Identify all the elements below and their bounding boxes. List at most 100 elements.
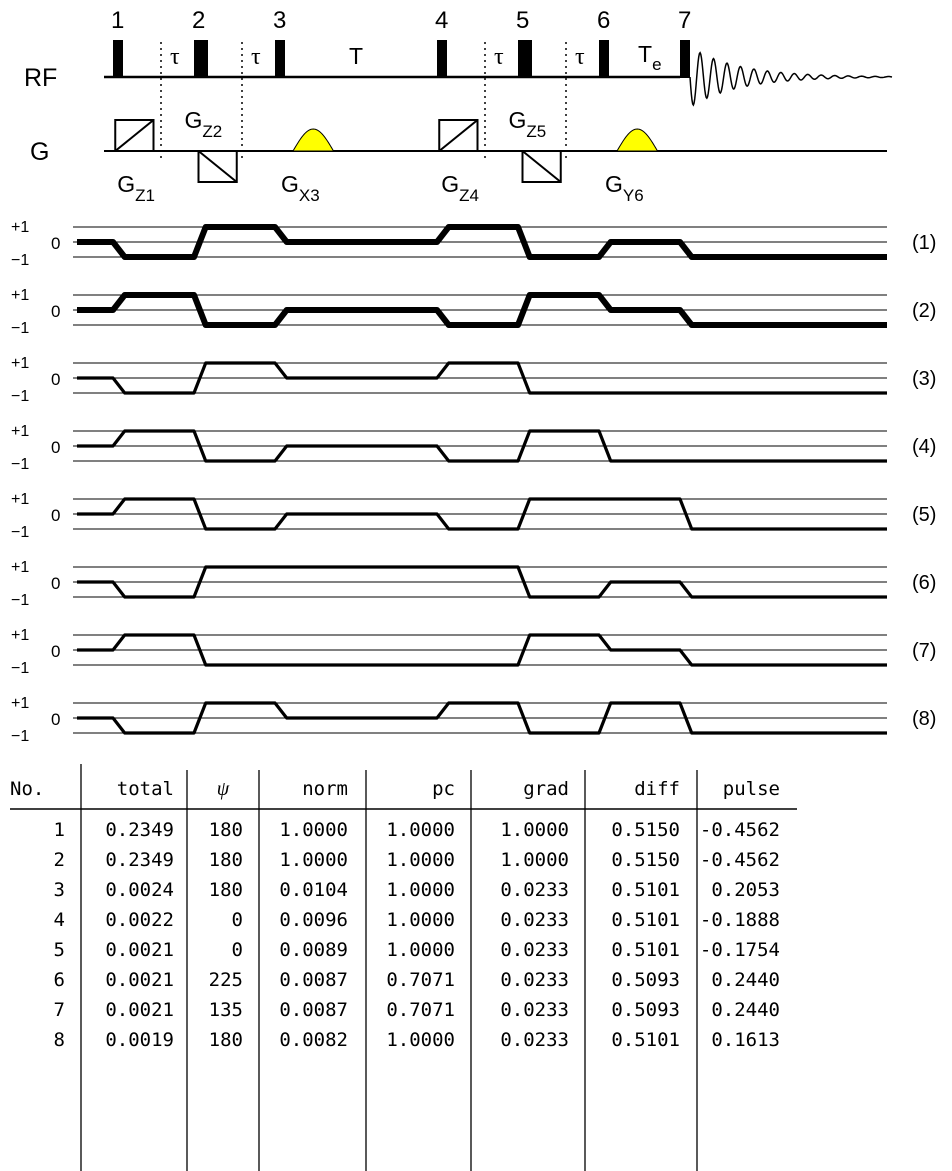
- delay-label-tau: τ: [251, 44, 261, 70]
- table-row: 5 0.0021 0 0.0089 1.0000 0.0233 0.5101 -0.1754: [54, 939, 780, 961]
- gradient-channel: G GZ1 GZ2 GX3 GZ4 GZ5 GY6: [30, 107, 887, 205]
- table-cell: -0.1888: [700, 909, 780, 931]
- table-cell: 0.2349: [105, 849, 174, 871]
- gradient-z5-ramp: [521, 150, 562, 183]
- table-row: 8 0.0019 180 0.0082 1.0000 0.0233 0.5101 0.1613: [54, 1029, 780, 1051]
- table-cell: 0.2440: [711, 999, 780, 1021]
- table-cell: 1.0000: [386, 1029, 455, 1051]
- table-row: 2 0.2349 180 1.0000 1.0000 1.0000 0.5150 -0.456…: [54, 849, 780, 871]
- pathway-label: (6): [912, 572, 936, 594]
- level-tick-plus: +1: [11, 287, 29, 304]
- rf-pulse-3: [275, 40, 285, 78]
- table-cell: 0.0233: [500, 1029, 569, 1051]
- delay-label-te: Te: [638, 41, 662, 74]
- table-cell: 180: [209, 879, 243, 901]
- table-cell: 1.0000: [386, 909, 455, 931]
- pathway-row: +1 0 −1 (6): [11, 559, 936, 609]
- table-cell: 1.0000: [500, 819, 569, 841]
- pathway-label: (8): [912, 708, 936, 730]
- gradient-z4-ramp: [438, 119, 479, 152]
- coherence-path: [77, 292, 887, 328]
- table-row: 6 0.0021 225 0.0087 0.7071 0.0233 0.5093 0.2440: [54, 969, 780, 991]
- table-cell: 8: [54, 1029, 65, 1051]
- table-cell: -0.4562: [700, 849, 780, 871]
- gradient-z2-ramp: [197, 150, 238, 183]
- table-cell: 0.1613: [711, 1029, 780, 1051]
- level-tick-zero: 0: [51, 370, 60, 389]
- gradient-label-z4: GZ4: [441, 171, 479, 205]
- table-cell: 1.0000: [386, 849, 455, 871]
- table-cell: 180: [209, 1029, 243, 1051]
- table-cell: 135: [209, 999, 243, 1021]
- results-table: No. total ψ norm pc grad diff pulse 1 0.2349 180 1.…: [10, 764, 797, 1171]
- coherence-path: [77, 429, 887, 463]
- table-cell: 180: [209, 849, 243, 871]
- gradient-y6: [616, 128, 659, 152]
- gradient-z1-ramp: [114, 119, 155, 152]
- table-cell: 0.0104: [279, 879, 348, 901]
- table-row: 4 0.0022 0 0.0096 1.0000 0.0233 0.5101 -0.1888: [54, 909, 780, 931]
- gradient-z4: [438, 119, 479, 152]
- pathway-label: (3): [912, 368, 936, 390]
- table-cell: 0.7071: [386, 969, 455, 991]
- coherence-path: [77, 497, 887, 531]
- pulse-number-6: 6: [597, 7, 610, 34]
- table-cell: 1.0000: [279, 819, 348, 841]
- pulse-number-2: 2: [192, 7, 205, 34]
- rf-pulse-7: [680, 40, 690, 78]
- rf-channel-label: RF: [24, 64, 57, 92]
- level-tick-plus: +1: [11, 491, 29, 508]
- pulse-number-3: 3: [273, 7, 286, 34]
- table-cell: 180: [209, 819, 243, 841]
- table-cell: 0.5150: [611, 849, 680, 871]
- table-cell: 3: [54, 879, 65, 901]
- table-cell: 0.5101: [611, 939, 680, 961]
- table-cell: 0: [232, 939, 243, 961]
- gradient-z1: [114, 119, 155, 152]
- pathway-row: +1 0 −1 (2): [11, 287, 936, 337]
- pathway-row: +1 0 −1 (7): [11, 627, 936, 677]
- table-cell: 0.0082: [279, 1029, 348, 1051]
- pulse-number-7: 7: [678, 7, 691, 34]
- pathway-label: (5): [912, 504, 936, 526]
- coherence-path: [77, 361, 887, 395]
- table-cell: 0.5101: [611, 879, 680, 901]
- table-cell: 0.0096: [279, 909, 348, 931]
- level-tick-minus: −1: [11, 592, 29, 609]
- table-row: 1 0.2349 180 1.0000 1.0000 1.0000 0.5150 -0.456…: [54, 819, 780, 841]
- level-tick-plus: +1: [11, 423, 29, 440]
- table-header-grad: grad: [523, 778, 569, 800]
- table-cell: 1: [54, 819, 65, 841]
- table-cell: 0.0089: [279, 939, 348, 961]
- level-tick-plus: +1: [11, 627, 29, 644]
- level-tick-zero: 0: [51, 642, 60, 661]
- pathway-row: +1 0 −1 (8): [11, 695, 936, 745]
- rf-pulse-4: [437, 40, 447, 78]
- level-tick-minus: −1: [11, 728, 29, 745]
- fid-signal: [689, 51, 893, 107]
- table-cell: 225: [209, 969, 243, 991]
- table-cell: 0.0019: [105, 1029, 174, 1051]
- delay-label-tau: τ: [170, 44, 180, 70]
- pathway-row: +1 0 −1 (1): [11, 219, 936, 269]
- table-cell: 0.5150: [611, 819, 680, 841]
- pulse-number-5: 5: [516, 7, 529, 34]
- pathway-label: (1): [912, 232, 936, 254]
- table-header-pulse: pulse: [723, 778, 780, 800]
- rf-pulse-5: [518, 40, 532, 78]
- table-cell: 0.2440: [711, 969, 780, 991]
- table-cell: 0.2053: [711, 879, 780, 901]
- table-cell: -0.4562: [700, 819, 780, 841]
- level-tick-minus: −1: [11, 456, 29, 473]
- level-tick-zero: 0: [51, 574, 60, 593]
- level-tick-minus: −1: [11, 660, 29, 677]
- table-row: 7 0.0021 135 0.0087 0.7071 0.0233 0.5093 0.2440: [54, 999, 780, 1021]
- table-cell: 4: [54, 909, 65, 931]
- level-tick-minus: −1: [11, 252, 29, 269]
- table-cell: 1.0000: [386, 879, 455, 901]
- table-header-total: total: [117, 778, 174, 800]
- table-cell: 0.0024: [105, 879, 174, 901]
- table-cell: 0.0233: [500, 909, 569, 931]
- gradient-label-y6: GY6: [605, 171, 644, 205]
- level-tick-zero: 0: [51, 506, 60, 525]
